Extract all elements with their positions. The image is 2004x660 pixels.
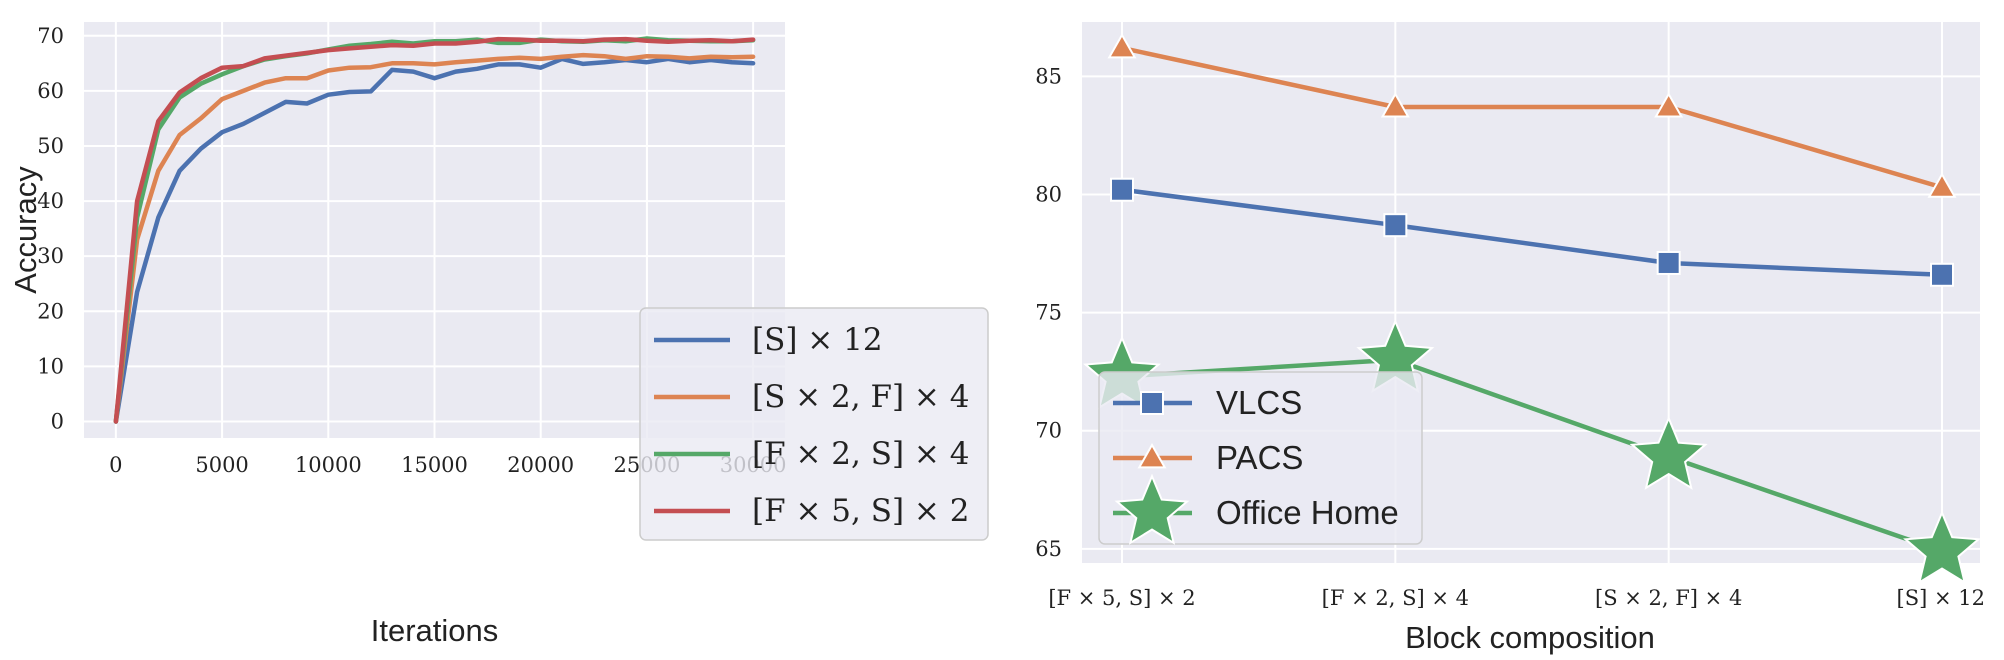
y-tick-label: 0 <box>51 409 64 433</box>
data-point-vlcs <box>1383 213 1408 238</box>
y-tick-label: 85 <box>1035 64 1062 88</box>
x-tick-label: 5000 <box>195 453 248 477</box>
chart-iterations-accuracy: 0500010000150002000025000300000102030405… <box>8 22 989 648</box>
series-line-s-2-f-4 <box>113 52 756 424</box>
legend-entry-f-2-s-4: [F × 2, S] × 4 <box>654 436 969 472</box>
y-tick-label: 10 <box>37 354 64 378</box>
data-point-vlcs <box>1930 262 1954 287</box>
legend-marker-square <box>1140 391 1164 415</box>
x-axis-label: Block composition <box>1405 620 1655 655</box>
data-point-pacs <box>1654 92 1684 118</box>
x-tick-label: 10000 <box>295 453 362 477</box>
legend-label: [F × 2, S] × 4 <box>752 436 969 472</box>
series-lines <box>113 36 756 424</box>
series-lines <box>1121 45 1943 554</box>
x-tick-label: [S] × 12 <box>1897 586 1985 610</box>
legend-label: [F × 5, S] × 2 <box>752 493 969 529</box>
data-point-pacs <box>1107 33 1137 59</box>
legend-entry-f-5-s-2: [F × 5, S] × 2 <box>654 493 969 529</box>
legend-entry-vlcs: VLCS <box>1113 384 1302 421</box>
tick-labels: 0500010000150002000025000300000102030405… <box>37 24 786 477</box>
y-tick-label: 60 <box>37 79 64 103</box>
series-line-vlcs <box>1121 187 1943 278</box>
legend-label: PACS <box>1216 439 1303 476</box>
x-tick-label: 0 <box>109 453 122 477</box>
x-tick-label: 20000 <box>507 453 574 477</box>
legend-box <box>639 307 989 541</box>
data-point-vlcs <box>1656 250 1681 275</box>
legend: VLCS PACS Office Home <box>1098 371 1423 545</box>
legend-entry-pacs: PACS <box>1113 439 1303 476</box>
legend-marker-star <box>1114 473 1190 545</box>
legend-label: [S] × 12 <box>752 322 883 358</box>
y-tick-label: 40 <box>37 189 64 213</box>
legend: [S] × 12 [S × 2, F] × 4 [F × 2, S] × 4 [F ×… <box>639 307 989 541</box>
y-tick-label: 50 <box>37 134 64 158</box>
legend-label: VLCS <box>1216 384 1302 421</box>
legend-label: [S × 2, F] × 4 <box>752 379 969 415</box>
legend-entry-s-12: [S] × 12 <box>654 322 883 358</box>
series-line-office-home <box>1121 357 1943 554</box>
data-point-pacs <box>1380 92 1410 118</box>
y-tick-label: 30 <box>37 244 64 268</box>
x-tick-label: 15000 <box>401 453 468 477</box>
data-point-vlcs <box>1110 177 1134 202</box>
data-point-pacs <box>1927 172 1957 198</box>
legend-marker-triangle <box>1137 443 1167 469</box>
legend-entry-s-2-f-4: [S × 2, F] × 4 <box>654 379 969 415</box>
tick-labels: [F × 5, S] × 2 [F × 2, S] × 4 [S × 2, F] ×… <box>1035 64 1985 610</box>
y-axis-label: Accuracy <box>8 166 43 294</box>
y-tick-label: 80 <box>1035 182 1062 206</box>
x-tick-label: [S × 2, F] × 4 <box>1595 586 1742 610</box>
legend-entry-office-home: Office Home <box>1113 473 1399 545</box>
y-tick-label: 70 <box>1035 419 1062 443</box>
data-point-office-home <box>1903 510 1981 585</box>
series-line-pacs <box>1121 45 1943 190</box>
x-tick-label: [F × 5, S] × 2 <box>1048 586 1195 610</box>
chart-block-composition: [F × 5, S] × 2 [F × 2, S] × 4 [S × 2, F] ×… <box>1035 22 1985 655</box>
x-tick-label: [F × 2, S] × 4 <box>1322 586 1469 610</box>
y-tick-label: 70 <box>37 24 64 48</box>
data-point-office-home <box>1629 415 1708 490</box>
y-tick-label: 75 <box>1035 301 1062 325</box>
legend-label: Office Home <box>1216 494 1399 531</box>
y-tick-label: 20 <box>37 299 64 323</box>
y-tick-label: 65 <box>1035 537 1062 561</box>
series-line-f-5-s-2 <box>113 36 756 424</box>
x-axis-label: Iterations <box>371 613 499 648</box>
series-line-s-12 <box>113 56 756 424</box>
